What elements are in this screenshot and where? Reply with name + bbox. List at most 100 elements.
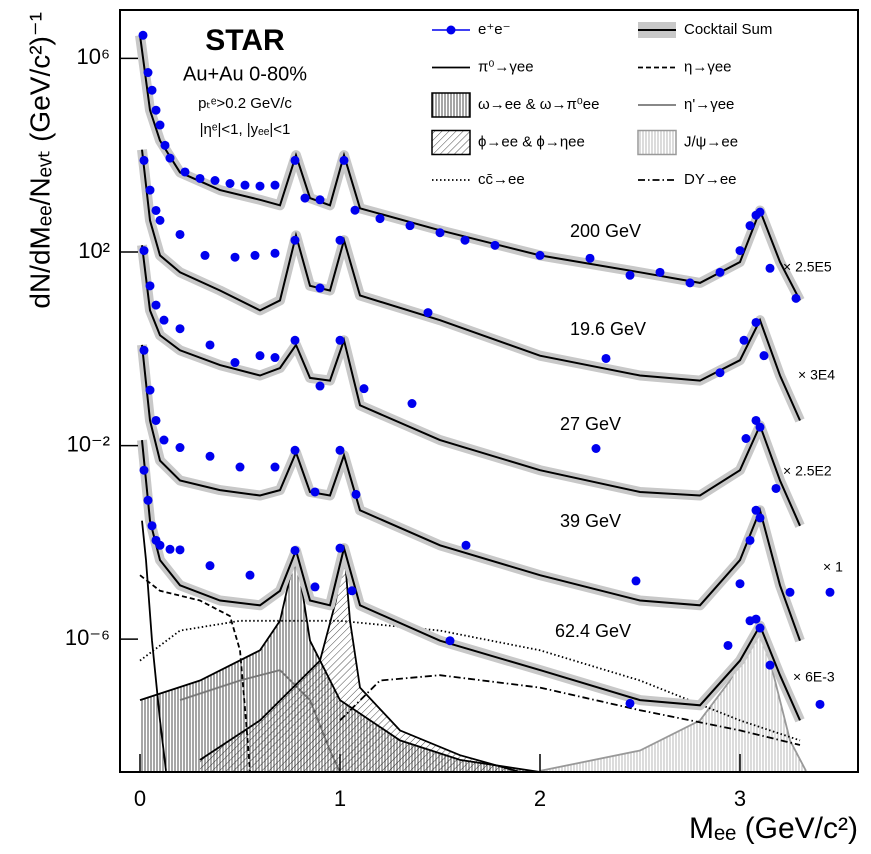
y-tick-label: 10⁻²	[67, 431, 110, 456]
data-point	[435, 228, 445, 238]
data-point	[139, 345, 149, 355]
cut-label: |ηᵉ|<1, |yₑₑ|<1	[200, 121, 291, 138]
data-point	[145, 185, 155, 195]
data-point	[165, 544, 175, 554]
data-point	[270, 462, 280, 472]
data-point	[145, 281, 155, 291]
cocktail-line	[141, 149, 801, 421]
data-point	[205, 561, 215, 571]
data-point	[423, 308, 433, 318]
data-point	[151, 105, 161, 115]
data-point	[407, 399, 417, 409]
system-label: Au+Au 0-80%	[183, 63, 307, 85]
data-point	[715, 368, 725, 378]
data-point	[195, 173, 205, 183]
data-point	[270, 248, 280, 258]
x-tick-label: 1	[334, 786, 346, 811]
component-area	[140, 550, 540, 772]
data-point	[175, 443, 185, 453]
scale-label: × 3E4	[798, 367, 835, 383]
data-point	[205, 340, 215, 350]
data-point	[741, 434, 751, 444]
data-point	[143, 495, 153, 505]
data-point	[765, 660, 775, 670]
scale-label: × 1	[823, 559, 843, 575]
data-point	[139, 246, 149, 256]
legend-label: π⁰→γee	[478, 58, 534, 75]
legend-label: Cocktail Sum	[684, 21, 772, 38]
data-point	[147, 85, 157, 95]
energy-label: 62.4 GeV	[555, 621, 631, 641]
data-point	[755, 207, 765, 217]
x-tick-label: 3	[734, 786, 746, 811]
component-line	[199, 547, 521, 772]
data-point	[151, 415, 161, 425]
data-point	[270, 180, 280, 190]
legend-label: DY→ee	[684, 171, 737, 188]
component-line	[139, 574, 251, 771]
data-point	[625, 270, 635, 280]
data-point	[755, 422, 765, 432]
data-point	[815, 699, 825, 709]
data-point	[715, 267, 725, 277]
y-axis-label: dN/dMₑₑ/Nₑᵥₜ (GeV/c²)⁻¹	[24, 12, 55, 309]
data-point	[585, 253, 595, 263]
data-point	[290, 235, 300, 245]
legend-label: ϕ→ee & ϕ→ηee	[478, 133, 585, 150]
data-point	[147, 521, 157, 531]
data-point	[751, 614, 761, 624]
data-point	[315, 381, 325, 391]
data-point	[180, 167, 190, 177]
data-point	[359, 384, 369, 394]
data-point	[240, 180, 250, 190]
legend-label: J/ψ→ee	[684, 133, 738, 150]
data-point	[230, 358, 240, 368]
data-point	[490, 240, 500, 250]
data-point	[270, 353, 280, 363]
scale-label: × 2.5E5	[783, 259, 832, 275]
data-point	[315, 195, 325, 205]
energy-label: 200 GeV	[570, 221, 641, 241]
data-point	[825, 587, 835, 597]
data-point	[375, 214, 385, 224]
data-point	[315, 283, 325, 293]
data-point	[250, 250, 260, 260]
legend-label: η'→γee	[684, 96, 734, 113]
data-point	[351, 489, 361, 499]
data-point	[445, 636, 455, 646]
data-point	[591, 444, 601, 454]
data-point	[290, 335, 300, 345]
data-point	[175, 229, 185, 239]
data-point	[631, 576, 641, 586]
data-point	[235, 462, 245, 472]
data-point	[290, 545, 300, 555]
legend-swatch	[446, 25, 456, 35]
data-point	[255, 181, 265, 191]
data-point	[245, 570, 255, 580]
data-point	[347, 586, 357, 596]
data-point	[751, 317, 761, 327]
data-point	[755, 623, 765, 633]
data-point	[765, 263, 775, 273]
data-point	[785, 587, 795, 597]
data-point	[791, 293, 801, 303]
data-point	[175, 324, 185, 334]
y-tick-label: 10²	[78, 238, 110, 263]
data-point	[350, 205, 360, 215]
cocktail-line	[141, 440, 801, 721]
data-point	[145, 385, 155, 395]
data-point	[601, 353, 611, 363]
data-point	[175, 545, 185, 555]
data-point	[655, 267, 665, 277]
data-point	[739, 335, 749, 345]
energy-label: 19.6 GeV	[570, 319, 646, 339]
y-tick-label: 10⁻⁶	[65, 625, 110, 650]
data-point	[335, 235, 345, 245]
data-point	[735, 579, 745, 589]
plot-area	[135, 30, 835, 772]
legend-swatch	[637, 129, 677, 156]
data-point	[255, 351, 265, 361]
plot-frame	[119, 9, 859, 773]
component-line	[139, 619, 801, 742]
